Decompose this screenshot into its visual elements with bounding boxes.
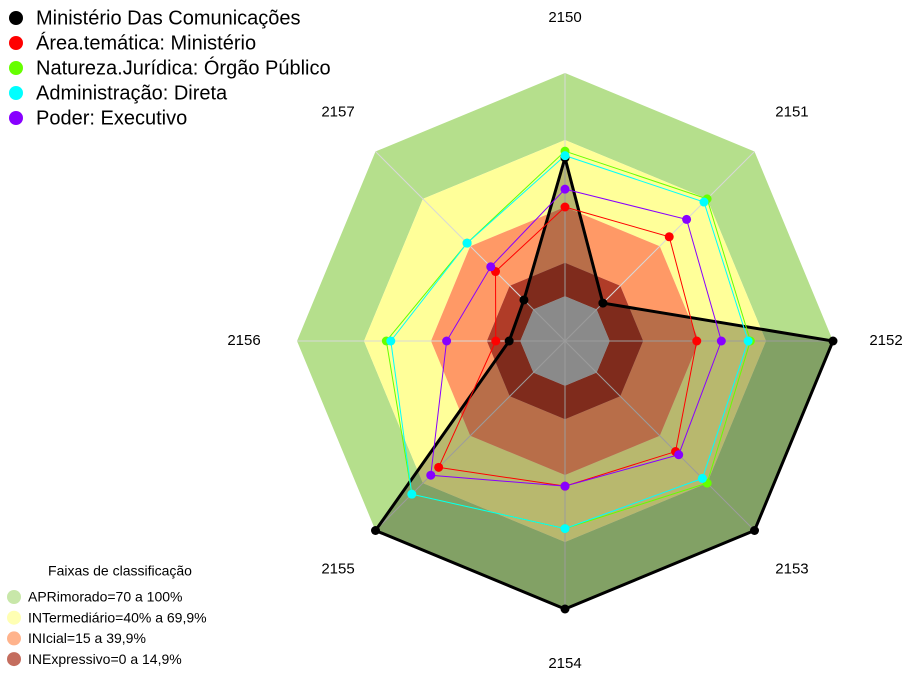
point (716, 336, 726, 346)
point (434, 462, 444, 472)
point (560, 151, 570, 161)
band-legend-marker (7, 652, 21, 667)
point (697, 473, 707, 483)
legend-label: Administração: Direta (36, 82, 228, 104)
axis-label: 2151 (775, 104, 808, 121)
point (560, 604, 570, 614)
axis-label: 2153 (775, 560, 808, 577)
spoke (564, 151, 755, 342)
point (560, 481, 570, 491)
legend-marker (9, 11, 23, 25)
point (504, 336, 514, 346)
legend-label: Poder: Executivo (36, 107, 187, 129)
band-legend-label: INTermediário=40% a 69,9% (28, 609, 207, 625)
point (426, 470, 436, 480)
point (486, 262, 496, 272)
point (407, 489, 417, 499)
point (386, 336, 396, 346)
band-legend-label: APRimorado=70 a 100% (28, 589, 183, 605)
point (560, 524, 570, 534)
axis-label: 2157 (321, 104, 354, 121)
band-legend-marker (7, 631, 21, 646)
point (682, 214, 692, 224)
band-legend-marker (7, 610, 21, 625)
point (560, 202, 570, 212)
legend-label: Natureza.Jurídica: Órgão Público (36, 56, 331, 79)
axis-label: 2150 (548, 9, 581, 26)
legend-marker (9, 111, 23, 125)
point (743, 336, 753, 346)
point (699, 197, 709, 207)
legend-marker (9, 36, 23, 50)
spoke (564, 340, 755, 531)
point (828, 336, 838, 346)
point (692, 336, 702, 346)
legend-marker (9, 86, 23, 100)
point (370, 526, 380, 536)
point (442, 336, 452, 346)
point (491, 336, 501, 346)
point (664, 232, 674, 242)
point (462, 238, 472, 248)
bands-title: Faixas de classificação (48, 563, 192, 579)
axis-label: 2152 (869, 332, 902, 349)
legend-marker (9, 61, 23, 75)
legend-label: Ministério Das Comunicações (36, 7, 301, 29)
point (560, 184, 570, 194)
spoke (375, 340, 566, 531)
legend-label: Área.temática: Ministério (36, 31, 256, 54)
axis-label: 2154 (548, 655, 581, 672)
axis-label: 2156 (227, 332, 260, 349)
band-legend-label: INIcial=15 a 39,9% (28, 630, 146, 646)
band-legend-label: INExpressivo=0 a 14,9% (28, 651, 182, 667)
point (598, 298, 608, 308)
axis-label: 2155 (321, 560, 354, 577)
point (519, 295, 529, 305)
point (674, 450, 684, 460)
point (750, 526, 760, 536)
band-legend-marker (7, 590, 21, 604)
